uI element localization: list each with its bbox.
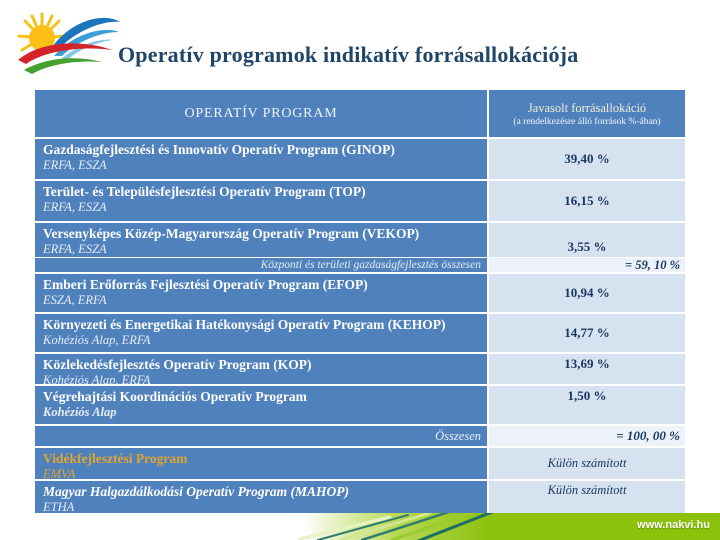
allocation-table: OPERATÍV PROGRAM Javasolt forrásallokáci…	[35, 90, 685, 515]
allocation-value: 13,69 %	[564, 356, 610, 371]
program-title: Emberi Erőforrás Fejlesztési Operatív Pr…	[43, 277, 368, 292]
program-title: Versenyképes Közép-Magyarország Operatív…	[43, 226, 420, 241]
table-header-row: OPERATÍV PROGRAM Javasolt forrásallokáci…	[35, 90, 685, 137]
table-row-vegrehajtasi: Végrehajtási Koordinációs Operatív Progr…	[35, 386, 685, 424]
landscape-sun-logo-icon	[17, 12, 120, 74]
program-funds: Kohéziós Alap, ERFA	[43, 333, 151, 347]
allocation-value: 3,55 %	[567, 239, 607, 254]
table-row-kop: Közlekedésfejlesztés Operatív Program (K…	[35, 354, 685, 387]
total-label: Összesen	[35, 426, 487, 446]
program-funds: Kohéziós Alap, ERFA	[43, 373, 151, 387]
table-row-vekop: Versenyképes Közép-Magyarország Operatív…	[35, 223, 685, 257]
allocation-value: 1,50 %	[567, 388, 607, 403]
program-funds: Kohéziós Alap	[43, 405, 117, 419]
program-title: Gazdaságfejlesztési és Innovatív Operatí…	[43, 142, 395, 157]
subtotal-label: Központi és területi gazdaságfejlesztés …	[35, 258, 487, 272]
program-funds: ERFA, ESZA	[43, 200, 107, 214]
allocation-value: Külön számított	[547, 456, 627, 470]
allocation-value: Külön számított	[547, 483, 627, 497]
website-link[interactable]: www.nakvi.hu	[637, 519, 710, 531]
allocation-value: 16,15 %	[564, 193, 610, 208]
allocation-value: 14,77 %	[564, 325, 610, 340]
allocation-value: 10,94 %	[564, 285, 610, 300]
table-row-efop: Emberi Erőforrás Fejlesztési Operatív Pr…	[35, 274, 685, 312]
table-row-mahop: Magyar Halgazdálkodási Operatív Program …	[35, 481, 685, 514]
subtotal-value: = 59, 10 %	[624, 257, 680, 272]
program-title: Végrehajtási Koordinációs Operatív Progr…	[43, 389, 307, 404]
table-row-videkfejlesztesi: Vidékfejlesztési Program EMVA Külön szám…	[35, 448, 685, 481]
program-funds: ESZA, ERFA	[43, 293, 107, 307]
table-row-top: Terület- és Településfejlesztési Operatí…	[35, 181, 685, 221]
program-title: Vidékfejlesztési Program	[43, 451, 188, 466]
page-title: Operatív programok indikatív forrásallok…	[118, 42, 579, 67]
column-header-allocation: Javasolt forrásallokáció (a rendelkezésr…	[489, 90, 685, 137]
program-funds: EMVA	[43, 467, 76, 481]
table-row-subtotal: Központi és területi gazdaságfejlesztés …	[35, 258, 685, 272]
allocation-value: 39,40 %	[564, 151, 610, 166]
program-funds: ERFA, ESZA	[43, 158, 107, 172]
program-title: Környezeti és Energetikai Hatékonysági O…	[43, 317, 446, 332]
program-title: Magyar Halgazdálkodási Operatív Program …	[43, 484, 349, 499]
program-funds: ERFA, ESZA	[43, 242, 107, 256]
table-row-ginop: Gazdaságfejlesztési és Innovatív Operatí…	[35, 139, 685, 179]
program-title: Terület- és Településfejlesztési Operatí…	[43, 184, 366, 199]
program-title: Közlekedésfejlesztés Operatív Program (K…	[43, 357, 312, 372]
table-row-total: Összesen = 100, 00 %	[35, 426, 685, 446]
table-row-kehop: Környezeti és Energetikai Hatékonysági O…	[35, 314, 685, 352]
column-header-program: OPERATÍV PROGRAM	[35, 90, 487, 137]
column-header-allocation-subtitle: (a rendelkezésre álló források %-ában)	[513, 116, 661, 127]
footer-band: www.nakvi.hu	[0, 513, 720, 540]
program-funds: ETHA	[43, 500, 75, 514]
nakvi-logo	[12, 6, 122, 80]
footer-stripes-decoration	[298, 513, 494, 540]
column-header-allocation-title: Javasolt forrásallokáció	[527, 100, 647, 115]
total-value: = 100, 00 %	[616, 428, 680, 443]
